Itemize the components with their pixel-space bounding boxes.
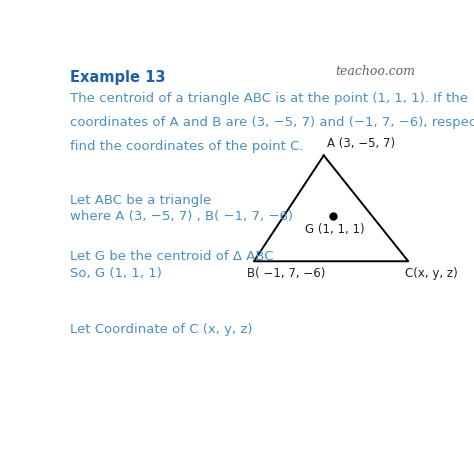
Text: Let G be the centroid of Δ ABC: Let G be the centroid of Δ ABC — [70, 250, 274, 264]
Text: The centroid of a triangle ABC is at the point (1, 1, 1). If the: The centroid of a triangle ABC is at the… — [70, 91, 468, 105]
Text: Example 13: Example 13 — [70, 70, 166, 85]
Text: teachoo.com: teachoo.com — [336, 65, 416, 78]
Text: A (3, −5, 7): A (3, −5, 7) — [328, 137, 395, 150]
Text: coordinates of A and B are (3, −5, 7) and (−1, 7, −6), respectively,: coordinates of A and B are (3, −5, 7) an… — [70, 116, 474, 129]
Text: Let Coordinate of C (x, y, z): Let Coordinate of C (x, y, z) — [70, 323, 253, 337]
Text: B( −1, 7, −6): B( −1, 7, −6) — [246, 267, 325, 280]
Text: find the coordinates of the point C.: find the coordinates of the point C. — [70, 140, 304, 154]
Text: where A (3, −5, 7) , B( −1, 7, −6): where A (3, −5, 7) , B( −1, 7, −6) — [70, 210, 293, 223]
Text: C(x, y, z): C(x, y, z) — [405, 267, 457, 280]
Text: So, G (1, 1, 1): So, G (1, 1, 1) — [70, 267, 162, 280]
Text: G (1, 1, 1): G (1, 1, 1) — [305, 223, 365, 236]
Text: Let ABC be a triangle: Let ABC be a triangle — [70, 194, 211, 207]
